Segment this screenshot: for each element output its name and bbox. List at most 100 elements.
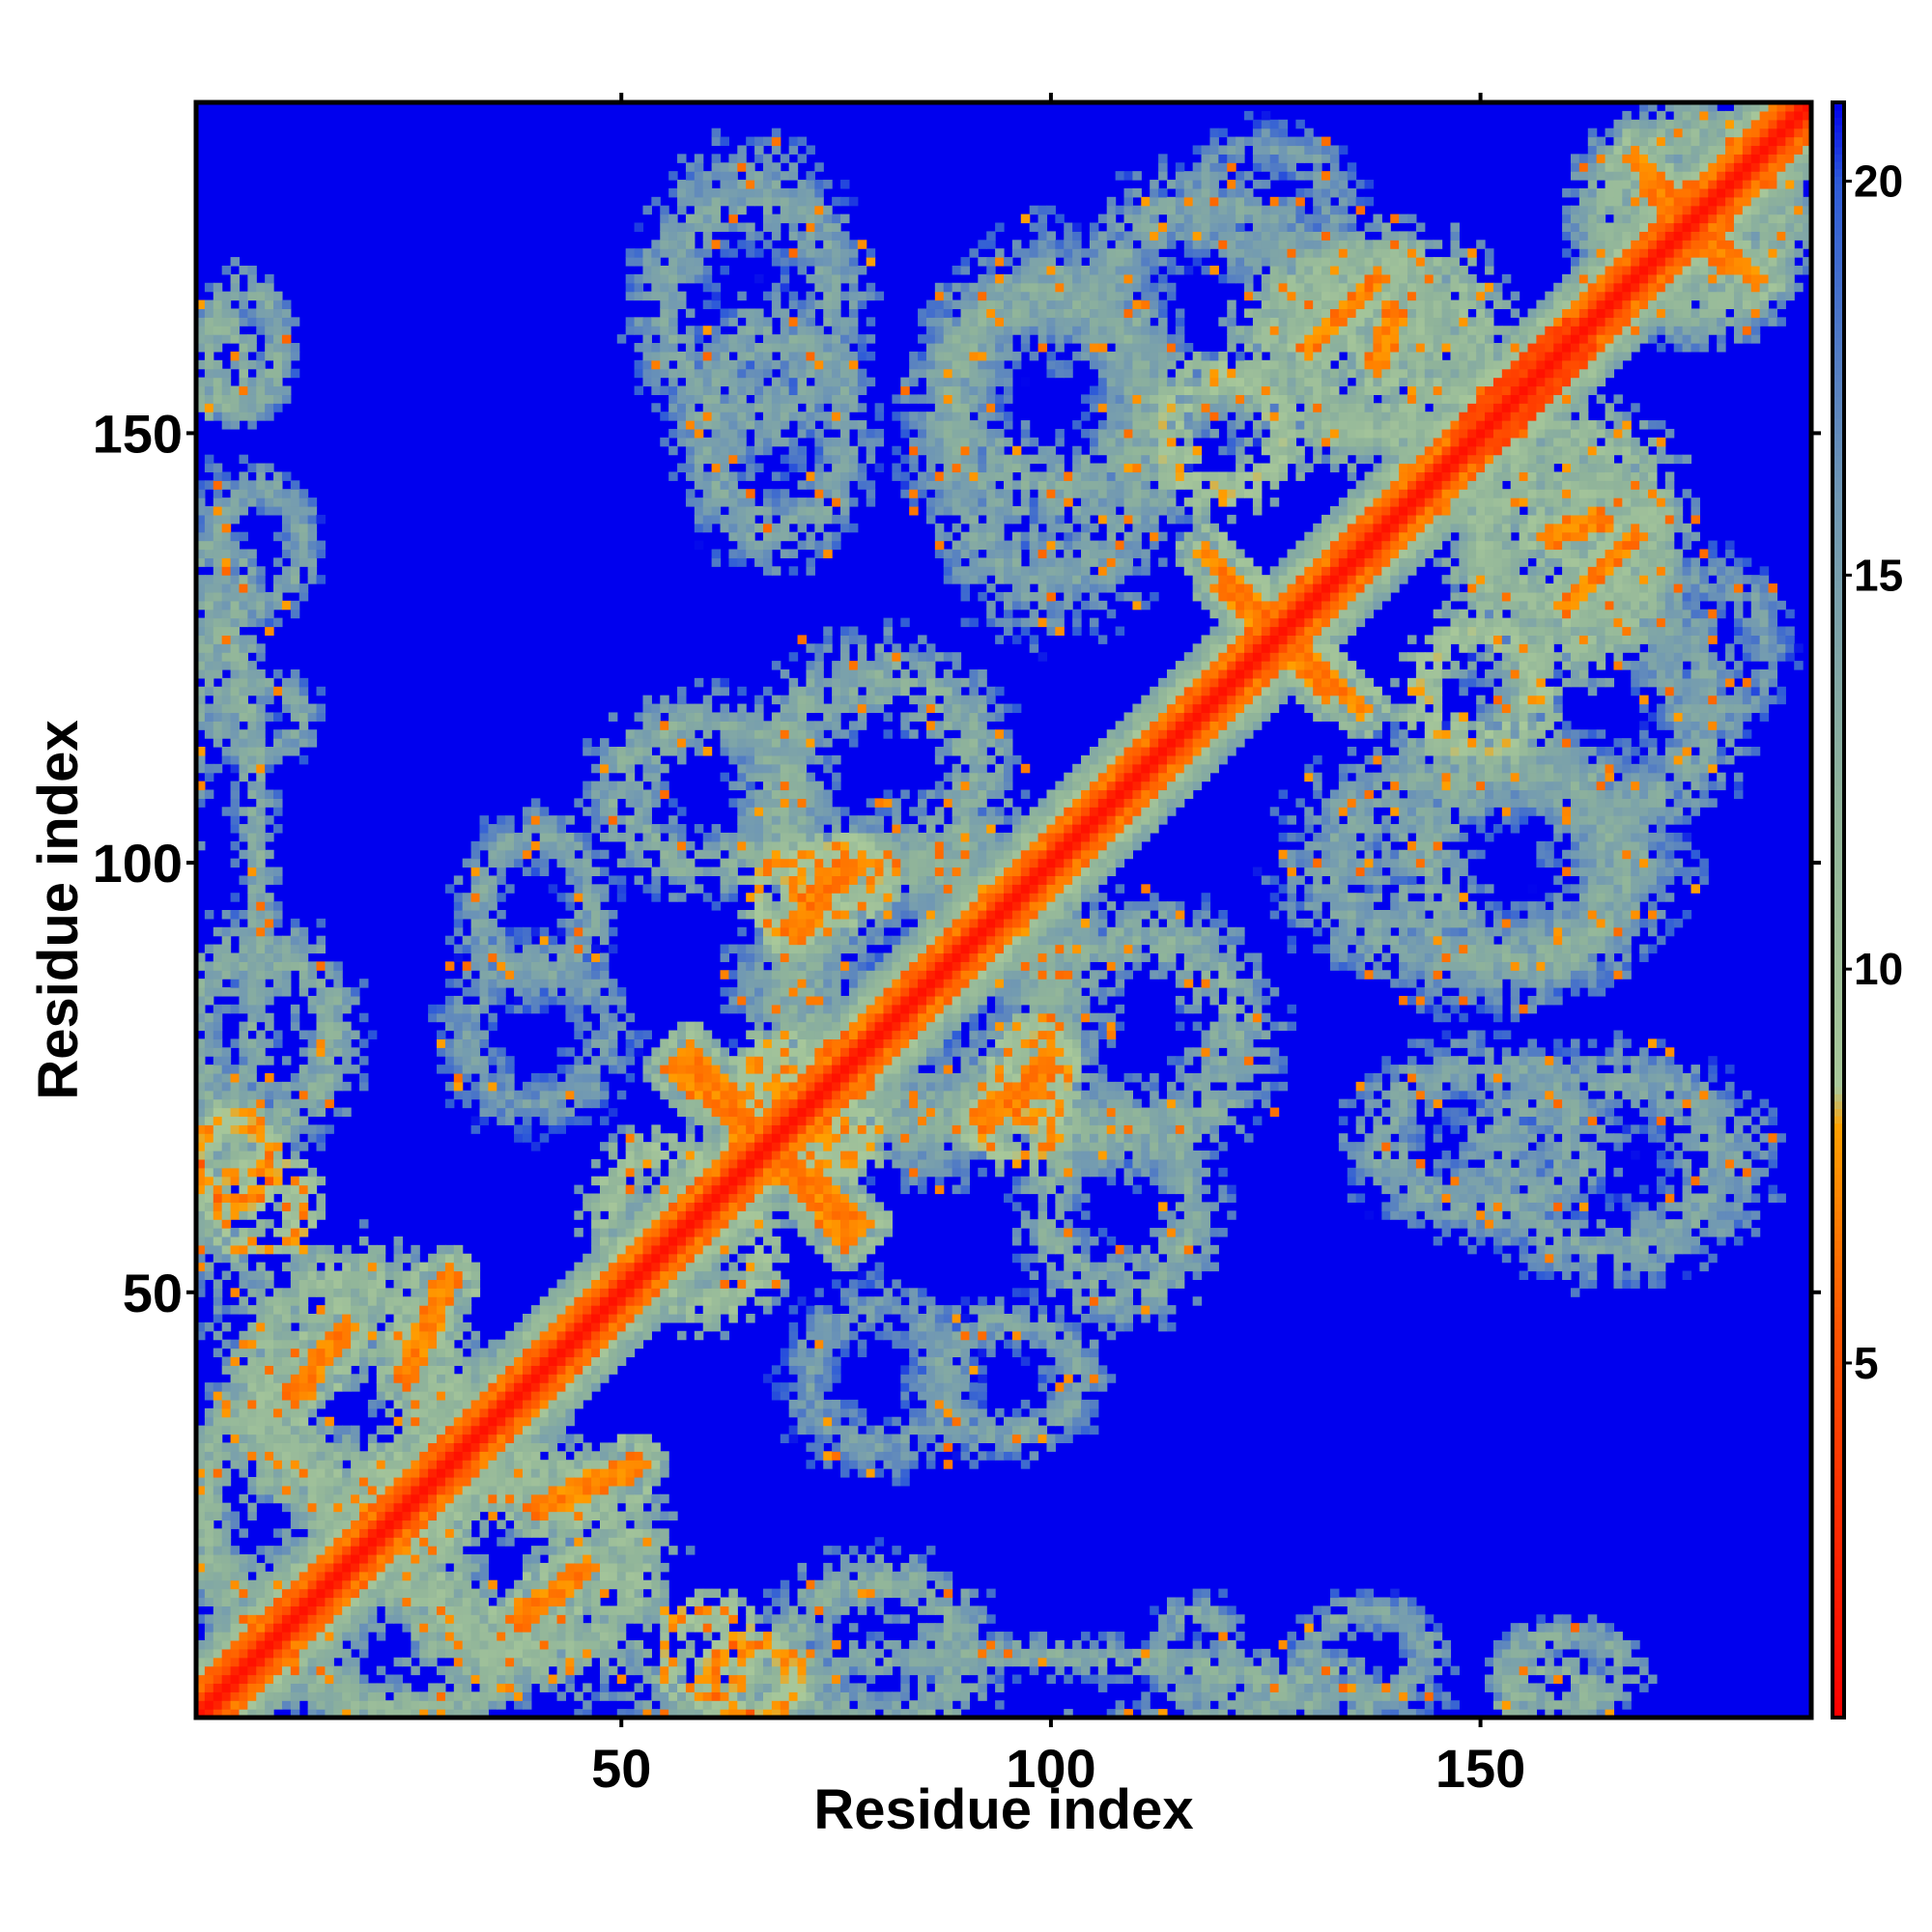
heatmap-cell — [437, 1639, 446, 1650]
heatmap-cell — [530, 1623, 541, 1633]
heatmap-cell — [539, 1665, 550, 1676]
heatmap-cell — [625, 1460, 636, 1469]
heatmap-cell — [505, 858, 515, 868]
heatmap-cell — [522, 1133, 532, 1143]
heatmap-cell — [548, 1639, 558, 1650]
heatmap-cell — [196, 1476, 206, 1487]
heatmap-cell — [239, 1657, 248, 1667]
heatmap-cell — [462, 1614, 472, 1624]
heatmap-cell — [505, 1356, 515, 1366]
heatmap-cell — [273, 471, 283, 481]
heatmap-cell — [668, 1167, 678, 1178]
heatmap-cell — [247, 1107, 257, 1118]
heatmap-cell — [530, 798, 541, 808]
heatmap-cell — [298, 1511, 309, 1521]
heatmap-cell — [196, 334, 206, 344]
heatmap-cell — [384, 1674, 395, 1685]
heatmap-cell — [273, 600, 283, 611]
heatmap-cell — [419, 1288, 429, 1297]
heatmap-cell — [265, 970, 274, 980]
heatmap-cell — [556, 815, 567, 825]
heatmap-cell — [290, 1339, 300, 1350]
heatmap-cell — [196, 497, 206, 507]
heatmap-cell — [342, 1425, 352, 1435]
heatmap-cell — [325, 1460, 334, 1469]
heatmap-cell — [298, 1288, 309, 1297]
heatmap-cell — [281, 1339, 292, 1350]
heatmap-cell — [402, 1597, 412, 1606]
heatmap-cell — [660, 1639, 669, 1650]
heatmap-cell — [196, 781, 206, 791]
heatmap-cell — [437, 1279, 446, 1289]
heatmap-cell — [574, 1210, 583, 1220]
heatmap-cell — [470, 1056, 481, 1065]
heatmap-cell — [677, 187, 687, 198]
heatmap-cell — [470, 1004, 481, 1014]
heatmap-cell — [514, 1579, 524, 1590]
heatmap-cell — [634, 1210, 644, 1220]
heatmap-cell — [256, 1321, 266, 1332]
heatmap-cell — [307, 1571, 318, 1581]
heatmap-cell — [342, 1451, 352, 1461]
heatmap-cell — [196, 343, 206, 353]
heatmap-cell — [358, 1374, 369, 1383]
heatmap-cell — [616, 1709, 627, 1719]
heatmap-cell — [677, 412, 687, 421]
heatmap-cell — [702, 1700, 713, 1710]
heatmap-cell — [565, 1348, 575, 1358]
heatmap-cell — [642, 858, 652, 868]
heatmap-cell — [290, 1657, 300, 1667]
heatmap-cell — [281, 1425, 292, 1435]
heatmap-cell — [668, 1674, 678, 1685]
heatmap-cell — [265, 1468, 274, 1478]
heatmap-cell — [505, 1056, 515, 1065]
heatmap-cell — [479, 875, 489, 885]
heatmap-cell — [239, 583, 248, 593]
heatmap-cell — [514, 1451, 524, 1461]
heatmap-cell — [230, 1700, 241, 1710]
heatmap-cell — [342, 1511, 352, 1521]
heatmap-cell — [574, 1296, 583, 1306]
heatmap-cell — [265, 1133, 274, 1143]
heatmap-cell — [239, 1639, 248, 1650]
heatmap-cell — [256, 1081, 266, 1092]
heatmap-cell — [213, 970, 223, 980]
heatmap-cell — [221, 1657, 232, 1667]
heatmap-cell — [677, 1296, 687, 1306]
heatmap-cell — [325, 1657, 334, 1667]
heatmap-cell — [376, 1520, 386, 1529]
heatmap-cell — [239, 385, 248, 395]
heatmap-cell — [548, 832, 558, 842]
heatmap-cell — [247, 317, 257, 327]
heatmap-cell — [230, 351, 241, 361]
heatmap-cell — [221, 1004, 232, 1014]
heatmap-cell — [333, 1588, 343, 1599]
heatmap-cell — [419, 1554, 429, 1564]
heatmap-cell — [230, 1142, 241, 1151]
heatmap-cell — [711, 463, 722, 473]
heatmap-cell — [444, 1270, 455, 1281]
heatmap-cell — [290, 961, 300, 971]
heatmap-cell — [556, 1425, 567, 1435]
heatmap-cell — [497, 944, 506, 954]
heatmap-cell — [247, 635, 257, 644]
heatmap-cell — [376, 1623, 386, 1633]
heatmap-cell — [281, 1399, 292, 1409]
heatmap-cell — [196, 1228, 206, 1237]
heatmap-cell — [642, 1202, 652, 1211]
heatmap-cell — [685, 454, 696, 465]
heatmap-cell — [462, 1632, 472, 1641]
heatmap-cell — [298, 935, 309, 946]
heatmap-cell — [616, 1270, 627, 1281]
heatmap-cell — [265, 1546, 274, 1555]
heatmap-cell — [230, 635, 241, 644]
heatmap-cell — [213, 343, 223, 353]
heatmap-cell — [239, 557, 248, 567]
heatmap-cell — [281, 343, 292, 353]
heatmap-cell — [677, 1605, 687, 1615]
heatmap-cell — [230, 926, 241, 937]
heatmap-cell — [307, 1004, 318, 1014]
heatmap-cell — [196, 1124, 206, 1134]
heatmap-cell — [548, 1493, 558, 1504]
heatmap-cell — [720, 1253, 729, 1264]
